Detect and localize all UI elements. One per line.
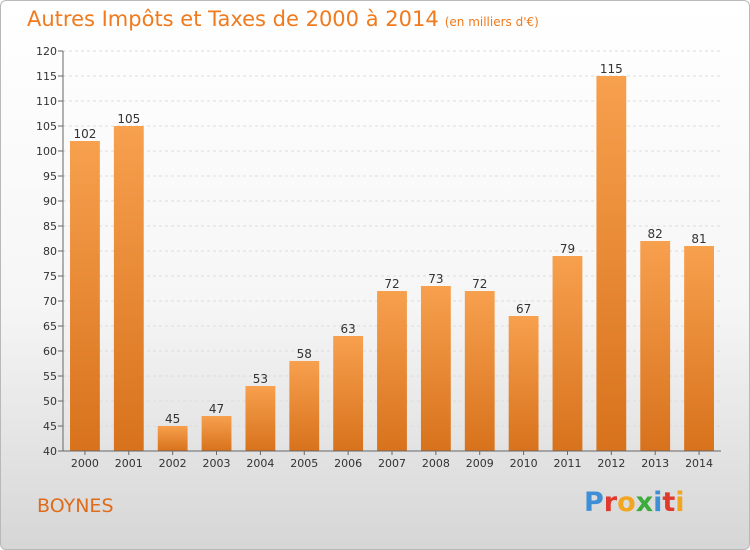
x-tick-label: 2003	[203, 457, 231, 470]
y-tick-label: 95	[43, 170, 57, 183]
y-tick-label: 55	[43, 370, 57, 383]
y-tick-label: 50	[43, 395, 57, 408]
data-label: 72	[472, 277, 487, 291]
data-label: 58	[297, 347, 312, 361]
y-tick-label: 40	[43, 445, 57, 458]
x-tick-label: 2009	[466, 457, 494, 470]
logo-letter: i	[675, 487, 685, 518]
x-tick-label: 2012	[597, 457, 625, 470]
y-tick-label: 85	[43, 220, 57, 233]
x-tick-label: 2013	[641, 457, 669, 470]
y-tick-label: 60	[43, 345, 57, 358]
chart-title: Autres Impôts et Taxes de 2000 à 2014 (en…	[27, 7, 539, 31]
y-tick-label: 80	[43, 245, 57, 258]
bar	[684, 246, 714, 451]
bar	[377, 291, 407, 451]
bar	[201, 416, 232, 451]
bar	[420, 286, 451, 451]
y-tick-label: 110	[36, 95, 57, 108]
logo-letter: t	[662, 487, 676, 518]
bar	[596, 76, 627, 451]
y-tick-label: 105	[36, 120, 57, 133]
x-tick-label: 2002	[159, 457, 187, 470]
logo-letter: i	[653, 487, 663, 518]
y-tick-label: 120	[36, 45, 57, 58]
data-label: 79	[560, 242, 575, 256]
x-tick-label: 2006	[334, 457, 362, 470]
y-tick-label: 75	[43, 270, 57, 283]
bar	[70, 141, 100, 451]
y-tick-label: 90	[43, 195, 57, 208]
data-label: 47	[209, 402, 224, 416]
y-tick-label: 45	[43, 420, 57, 433]
logo-letter: o	[617, 487, 636, 518]
data-label: 115	[600, 62, 623, 76]
bar	[289, 361, 320, 451]
data-label: 53	[253, 372, 268, 386]
data-label: 63	[340, 322, 355, 336]
bar	[464, 291, 495, 451]
commune-name: BOYNES	[37, 495, 114, 517]
y-tick-label: 65	[43, 320, 57, 333]
bar	[552, 256, 583, 451]
x-tick-label: 2008	[422, 457, 450, 470]
bar	[245, 386, 276, 451]
x-tick-label: 2001	[115, 457, 143, 470]
y-tick-label: 70	[43, 295, 57, 308]
bar	[333, 336, 364, 451]
data-label: 81	[691, 232, 706, 246]
x-tick-label: 2005	[290, 457, 318, 470]
y-axis: 40 45 50 55 60 65 70 75 80 85 90 95 100 105 110 115 120	[36, 45, 64, 458]
data-label: 102	[73, 127, 96, 141]
y-tick-label: 115	[36, 70, 57, 83]
chart-title-text: Autres Impôts et Taxes de 2000 à 2014	[27, 7, 439, 31]
x-tick-label: 2014	[685, 457, 713, 470]
logo-letter: P	[584, 487, 604, 518]
bar	[640, 241, 671, 451]
data-label: 73	[428, 272, 443, 286]
chart-unit-note: (en milliers d'€)	[444, 15, 539, 29]
logo-letter: r	[603, 487, 618, 518]
bars: 102 105 45 47 53 58 63 72 73 72 67 79 115 82 81	[70, 62, 714, 451]
x-tick-label: 2011	[553, 457, 581, 470]
data-label: 67	[516, 302, 531, 316]
bar	[508, 316, 539, 451]
x-tick-label: 2007	[378, 457, 406, 470]
logo-letter: x	[635, 487, 654, 518]
x-tick-label: 2000	[71, 457, 99, 470]
x-axis: 2000 2001 2002 2003 2004 2005 2006 2007 2008 2009…	[63, 450, 721, 470]
data-label: 45	[165, 412, 180, 426]
x-tick-label: 2004	[246, 457, 274, 470]
data-label: 105	[117, 112, 140, 126]
proxiti-logo: Proxiti	[584, 487, 685, 518]
y-tick-label: 100	[36, 145, 57, 158]
bar	[113, 126, 144, 451]
x-tick-label: 2010	[510, 457, 538, 470]
data-label: 72	[384, 277, 399, 291]
bar	[157, 426, 188, 451]
data-label: 82	[648, 227, 663, 241]
